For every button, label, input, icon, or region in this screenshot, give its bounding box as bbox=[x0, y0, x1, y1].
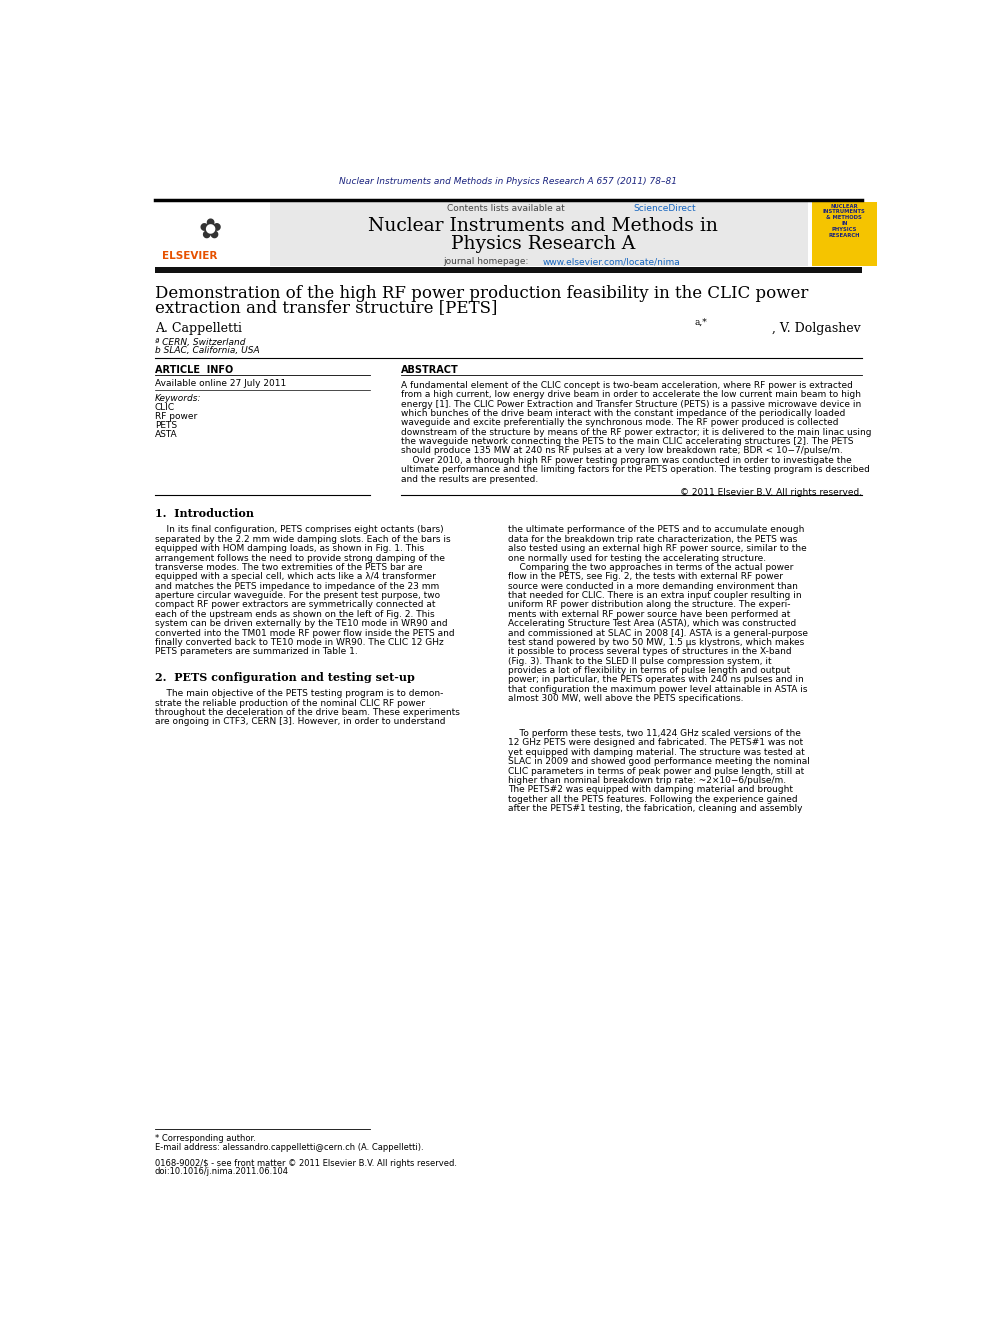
Text: which bunches of the drive beam interact with the constant impedance of the peri: which bunches of the drive beam interact… bbox=[401, 409, 845, 418]
Text: PETS parameters are summarized in Table 1.: PETS parameters are summarized in Table … bbox=[155, 647, 357, 656]
Text: ELSEVIER: ELSEVIER bbox=[163, 250, 218, 261]
Text: Nuclear Instruments and Methods in: Nuclear Instruments and Methods in bbox=[368, 217, 718, 235]
Text: waveguide and excite preferentially the synchronous mode. The RF power produced : waveguide and excite preferentially the … bbox=[401, 418, 838, 427]
Text: also tested using an external high RF power source, similar to the: also tested using an external high RF po… bbox=[509, 544, 807, 553]
Text: after the PETS#1 testing, the fabrication, cleaning and assembly: after the PETS#1 testing, the fabricatio… bbox=[509, 804, 803, 814]
Text: it possible to process several types of structures in the X-band: it possible to process several types of … bbox=[509, 647, 792, 656]
Text: from a high current, low energy drive beam in order to accelerate the low curren: from a high current, low energy drive be… bbox=[401, 390, 861, 400]
Text: Accelerating Structure Test Area (ASTA), which was constructed: Accelerating Structure Test Area (ASTA),… bbox=[509, 619, 797, 628]
Text: separated by the 2.2 mm wide damping slots. Each of the bars is: separated by the 2.2 mm wide damping slo… bbox=[155, 534, 450, 544]
Text: Contents lists available at: Contents lists available at bbox=[446, 204, 567, 213]
Text: system can be driven externally by the TE10 mode in WR90 and: system can be driven externally by the T… bbox=[155, 619, 447, 628]
Text: transverse modes. The two extremities of the PETS bar are: transverse modes. The two extremities of… bbox=[155, 564, 423, 572]
Text: SLAC in 2009 and showed good performance meeting the nominal: SLAC in 2009 and showed good performance… bbox=[509, 757, 810, 766]
Text: almost 300 MW, well above the PETS specifications.: almost 300 MW, well above the PETS speci… bbox=[509, 695, 744, 704]
Text: energy [1]. The CLIC Power Extraction and Transfer Structure (PETS) is a passive: energy [1]. The CLIC Power Extraction an… bbox=[401, 400, 861, 409]
Text: 0168-9002/$ - see front matter © 2011 Elsevier B.V. All rights reserved.: 0168-9002/$ - see front matter © 2011 El… bbox=[155, 1159, 456, 1168]
Text: 12 GHz PETS were designed and fabricated. The PETS#1 was not: 12 GHz PETS were designed and fabricated… bbox=[509, 738, 804, 747]
Text: equipped with a special cell, which acts like a λ/4 transformer: equipped with a special cell, which acts… bbox=[155, 573, 435, 581]
Text: CLIC parameters in terms of peak power and pulse length, still at: CLIC parameters in terms of peak power a… bbox=[509, 766, 805, 775]
Text: Comparing the two approaches in terms of the actual power: Comparing the two approaches in terms of… bbox=[509, 564, 794, 572]
Text: arrangement follows the need to provide strong damping of the: arrangement follows the need to provide … bbox=[155, 553, 444, 562]
Text: * Corresponding author.: * Corresponding author. bbox=[155, 1134, 256, 1143]
Text: © 2011 Elsevier B.V. All rights reserved.: © 2011 Elsevier B.V. All rights reserved… bbox=[680, 488, 862, 497]
Text: equipped with HOM damping loads, as shown in Fig. 1. This: equipped with HOM damping loads, as show… bbox=[155, 544, 424, 553]
Text: To perform these tests, two 11,424 GHz scaled versions of the: To perform these tests, two 11,424 GHz s… bbox=[509, 729, 802, 738]
Text: each of the upstream ends as shown on the left of Fig. 2. This: each of the upstream ends as shown on th… bbox=[155, 610, 434, 619]
Text: downstream of the structure by means of the RF power extractor; it is delivered : downstream of the structure by means of … bbox=[401, 427, 871, 437]
Text: that configuration the maximum power level attainable in ASTA is: that configuration the maximum power lev… bbox=[509, 685, 807, 693]
Bar bbox=[155, 201, 270, 266]
Text: test stand powered by two 50 MW, 1.5 μs klystrons, which makes: test stand powered by two 50 MW, 1.5 μs … bbox=[509, 638, 805, 647]
Text: NUCLEAR
INSTRUMENTS
& METHODS
IN
PHYSICS
RESEARCH: NUCLEAR INSTRUMENTS & METHODS IN PHYSICS… bbox=[823, 204, 866, 238]
Text: doi:10.1016/j.nima.2011.06.104: doi:10.1016/j.nima.2011.06.104 bbox=[155, 1167, 289, 1176]
Text: aperture circular waveguide. For the present test purpose, two: aperture circular waveguide. For the pre… bbox=[155, 591, 439, 601]
Bar bbox=[270, 201, 808, 266]
Text: that needed for CLIC. There is an extra input coupler resulting in: that needed for CLIC. There is an extra … bbox=[509, 591, 802, 601]
Text: uniform RF power distribution along the structure. The experi-: uniform RF power distribution along the … bbox=[509, 601, 791, 610]
Text: and the results are presented.: and the results are presented. bbox=[401, 475, 538, 484]
Text: ASTA: ASTA bbox=[155, 430, 178, 439]
Text: b SLAC, California, USA: b SLAC, California, USA bbox=[155, 345, 259, 355]
Text: data for the breakdown trip rate characterization, the PETS was: data for the breakdown trip rate charact… bbox=[509, 534, 798, 544]
Text: ✿: ✿ bbox=[198, 216, 222, 243]
Text: and commissioned at SLAC in 2008 [4]. ASTA is a general-purpose: and commissioned at SLAC in 2008 [4]. AS… bbox=[509, 628, 808, 638]
Text: finally converted back to TE10 mode in WR90. The CLIC 12 GHz: finally converted back to TE10 mode in W… bbox=[155, 638, 443, 647]
Text: the ultimate performance of the PETS and to accumulate enough: the ultimate performance of the PETS and… bbox=[509, 525, 805, 534]
Text: ultimate performance and the limiting factors for the PETS operation. The testin: ultimate performance and the limiting fa… bbox=[401, 466, 870, 474]
Text: ABSTRACT: ABSTRACT bbox=[401, 365, 458, 374]
Text: Available online 27 July 2011: Available online 27 July 2011 bbox=[155, 380, 286, 389]
Text: are ongoing in CTF3, CERN [3]. However, in order to understand: are ongoing in CTF3, CERN [3]. However, … bbox=[155, 717, 445, 726]
Text: Over 2010, a thorough high RF power testing program was conducted in order to in: Over 2010, a thorough high RF power test… bbox=[401, 456, 851, 464]
Text: compact RF power extractors are symmetrically connected at: compact RF power extractors are symmetri… bbox=[155, 601, 435, 610]
Text: journal homepage:: journal homepage: bbox=[443, 257, 532, 266]
Bar bbox=[812, 201, 877, 266]
Text: E-mail address: alessandro.cappelletti@cern.ch (A. Cappelletti).: E-mail address: alessandro.cappelletti@c… bbox=[155, 1143, 424, 1152]
Text: ª CERN, Switzerland: ª CERN, Switzerland bbox=[155, 337, 245, 347]
Text: higher than nominal breakdown trip rate: ~2×10−6/pulse/m.: higher than nominal breakdown trip rate:… bbox=[509, 775, 787, 785]
Text: source were conducted in a more demanding environment than: source were conducted in a more demandin… bbox=[509, 582, 799, 591]
Text: A. Cappelletti: A. Cappelletti bbox=[155, 323, 246, 336]
Text: yet equipped with damping material. The structure was tested at: yet equipped with damping material. The … bbox=[509, 747, 806, 757]
Text: strate the reliable production of the nominal CLIC RF power: strate the reliable production of the no… bbox=[155, 699, 425, 708]
Text: ARTICLE  INFO: ARTICLE INFO bbox=[155, 365, 233, 374]
Text: (Fig. 3). Thank to the SLED II pulse compression system, it: (Fig. 3). Thank to the SLED II pulse com… bbox=[509, 656, 772, 665]
Text: ments with external RF power source have been performed at: ments with external RF power source have… bbox=[509, 610, 791, 619]
Text: In its final configuration, PETS comprises eight octants (bars): In its final configuration, PETS compris… bbox=[155, 525, 443, 534]
Text: The PETS#2 was equipped with damping material and brought: The PETS#2 was equipped with damping mat… bbox=[509, 786, 794, 794]
Text: throughout the deceleration of the drive beam. These experiments: throughout the deceleration of the drive… bbox=[155, 708, 459, 717]
Text: ScienceDirect: ScienceDirect bbox=[634, 204, 696, 213]
Text: the waveguide network connecting the PETS to the main CLIC accelerating structur: the waveguide network connecting the PET… bbox=[401, 437, 853, 446]
Text: PETS: PETS bbox=[155, 421, 177, 430]
Text: converted into the TM01 mode RF power flow inside the PETS and: converted into the TM01 mode RF power fl… bbox=[155, 628, 454, 638]
Text: Demonstration of the high RF power production feasibility in the CLIC power: Demonstration of the high RF power produ… bbox=[155, 284, 808, 302]
Text: and matches the PETS impedance to impedance of the 23 mm: and matches the PETS impedance to impeda… bbox=[155, 582, 439, 591]
Text: www.elsevier.com/locate/nima: www.elsevier.com/locate/nima bbox=[543, 257, 681, 266]
Text: extraction and transfer structure [PETS]: extraction and transfer structure [PETS] bbox=[155, 299, 497, 316]
Text: A fundamental element of the CLIC concept is two-beam acceleration, where RF pow: A fundamental element of the CLIC concep… bbox=[401, 381, 853, 390]
Text: together all the PETS features. Following the experience gained: together all the PETS features. Followin… bbox=[509, 795, 798, 803]
Text: should produce 135 MW at 240 ns RF pulses at a very low breakdown rate; BDR < 10: should produce 135 MW at 240 ns RF pulse… bbox=[401, 446, 842, 455]
Text: Keywords:: Keywords: bbox=[155, 394, 201, 402]
Text: CLIC: CLIC bbox=[155, 402, 175, 411]
Text: one normally used for testing the accelerating structure.: one normally used for testing the accele… bbox=[509, 553, 767, 562]
Text: a,*: a,* bbox=[694, 318, 707, 327]
Text: , V. Dolgashev: , V. Dolgashev bbox=[773, 323, 865, 336]
Text: RF power: RF power bbox=[155, 411, 197, 421]
Text: provides a lot of flexibility in terms of pulse length and output: provides a lot of flexibility in terms o… bbox=[509, 665, 791, 675]
Text: Nuclear Instruments and Methods in Physics Research A 657 (2011) 78–81: Nuclear Instruments and Methods in Physi… bbox=[339, 177, 678, 185]
Text: power; in particular, the PETS operates with 240 ns pulses and in: power; in particular, the PETS operates … bbox=[509, 676, 805, 684]
Text: flow in the PETS, see Fig. 2, the tests with external RF power: flow in the PETS, see Fig. 2, the tests … bbox=[509, 573, 784, 581]
Text: The main objective of the PETS testing program is to demon-: The main objective of the PETS testing p… bbox=[155, 689, 443, 699]
Text: 2.  PETS configuration and testing set-up: 2. PETS configuration and testing set-up bbox=[155, 672, 415, 683]
Text: 1.  Introduction: 1. Introduction bbox=[155, 508, 254, 519]
Text: Physics Research A: Physics Research A bbox=[451, 235, 635, 253]
Bar bbox=[155, 267, 862, 273]
